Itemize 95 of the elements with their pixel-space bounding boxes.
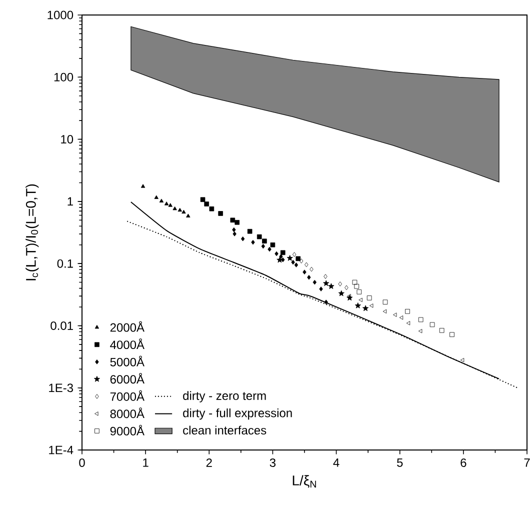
y-tick-label: 1E-4 [49, 446, 74, 454]
point [304, 262, 308, 268]
point [286, 255, 293, 261]
y-tick-label: 1E-3 [49, 384, 74, 392]
x-tick-label: 7 [524, 458, 530, 467]
point [154, 195, 158, 199]
point [159, 198, 164, 202]
legend-label: 5000Å [110, 356, 144, 366]
point [232, 232, 236, 236]
point [230, 218, 236, 223]
x-tick-label: 5 [397, 458, 403, 467]
point [209, 206, 214, 212]
x-tick-label: 2 [206, 458, 212, 467]
point [140, 184, 146, 188]
legend-label: 9000Å [110, 424, 144, 436]
legend-label: 6000Å [110, 373, 144, 384]
point [294, 262, 298, 268]
point [356, 290, 362, 294]
point [354, 284, 360, 289]
y-tick-label: 10 [61, 135, 74, 144]
point [182, 210, 186, 214]
point [362, 305, 369, 312]
point [279, 254, 283, 259]
point [280, 250, 286, 256]
x-tick-label: 3 [270, 458, 276, 467]
x-tick-label: 6 [460, 458, 466, 467]
point [430, 322, 435, 328]
x-tick-label: 1 [143, 458, 148, 467]
point [354, 302, 361, 308]
y-tick-label: 0.1 [57, 259, 73, 268]
point [307, 274, 311, 280]
point [261, 244, 266, 249]
point [268, 246, 272, 252]
point [393, 312, 397, 317]
legend-label: clean interfaces [183, 426, 266, 435]
point [234, 220, 240, 225]
point [358, 298, 362, 302]
legend-label: dirty - zero term [183, 391, 266, 402]
y-axis-title: I$_{c}$(L,T)/I$_{0}$(L=0,T) [26, 184, 39, 280]
point [406, 321, 410, 326]
point [232, 227, 236, 232]
y-tick-label: 1 [68, 197, 73, 206]
point [323, 280, 330, 286]
point [274, 251, 278, 256]
point [338, 290, 344, 296]
point [418, 317, 424, 322]
point [270, 242, 276, 248]
point [418, 328, 422, 334]
point [344, 285, 348, 290]
legend-label: 2000Å [110, 321, 144, 332]
legend-label: 8000Å [110, 408, 144, 418]
x-axis-title: L/ξ$_{N}$ [292, 475, 316, 488]
point [296, 256, 301, 262]
point [352, 280, 358, 285]
point [204, 202, 209, 206]
point [382, 300, 388, 304]
point [328, 283, 334, 289]
x-tick-label: 0 [79, 458, 85, 467]
point [299, 258, 304, 264]
legend-label: 7000Å [110, 390, 144, 401]
point [399, 316, 404, 320]
point [324, 274, 328, 279]
point [324, 300, 328, 304]
point [319, 286, 323, 292]
point [366, 296, 372, 300]
point [439, 328, 444, 333]
point [450, 332, 454, 337]
point [256, 234, 262, 240]
y-tick-label: 1000 [48, 10, 74, 20]
point [302, 270, 306, 274]
point [460, 358, 464, 362]
point [251, 240, 255, 245]
point [291, 260, 295, 265]
point [312, 280, 317, 285]
point [310, 266, 314, 272]
point [369, 304, 374, 308]
point [338, 282, 342, 286]
y-tick-label: 100 [54, 72, 74, 82]
point [218, 211, 223, 216]
legend-label: 4000Å [110, 338, 144, 350]
point [172, 206, 177, 210]
point [186, 214, 190, 218]
point [168, 203, 172, 207]
point [247, 228, 252, 234]
point [178, 208, 182, 212]
x-tick-label: 4 [333, 458, 340, 467]
point [405, 309, 410, 314]
legend-label: dirty - full expression [183, 408, 292, 420]
point [200, 197, 206, 202]
point [164, 202, 169, 206]
point [292, 252, 296, 257]
point [240, 236, 245, 242]
point [382, 309, 387, 314]
y-tick-label: 0.01 [50, 321, 73, 330]
point [262, 238, 267, 244]
